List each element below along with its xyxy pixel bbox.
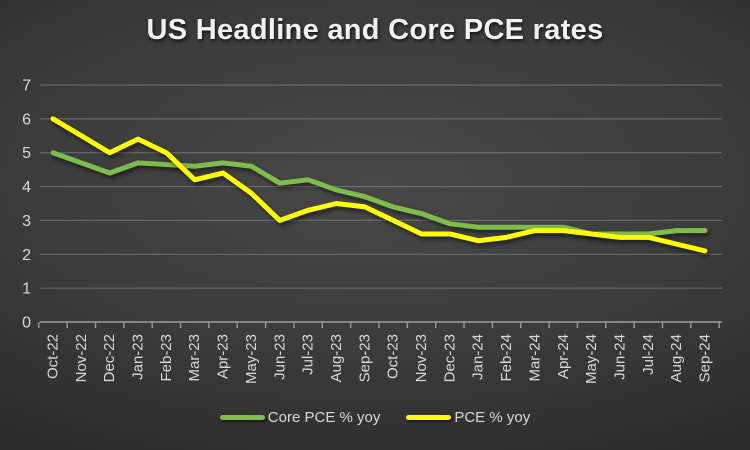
- x-tick-label: Nov-22: [73, 334, 90, 382]
- x-tick-label: Aug-23: [328, 334, 345, 382]
- core-pce-yoy-line: [50, 150, 708, 237]
- x-tick-label: Dec-22: [101, 334, 118, 382]
- x-tick-label: Mar-24: [526, 334, 543, 382]
- x-axis-ticks: [38, 322, 720, 328]
- x-tick-label: Aug-24: [668, 334, 685, 382]
- x-tick-label: Jun-24: [611, 334, 628, 380]
- x-axis-labels: Oct-22 Nov-22 Dec-22 Jan-23 Feb-23 Mar-23 Apr-…: [45, 334, 714, 384]
- y-tick-label: 6: [22, 111, 31, 128]
- legend-item-pce: PCE % yoy: [406, 409, 530, 426]
- core-pce-line-swatch: [219, 415, 265, 420]
- y-tick-label: 4: [22, 179, 31, 196]
- x-tick-label: Jan-24: [470, 334, 487, 380]
- x-tick-label: Sep-24: [697, 334, 714, 382]
- y-tick-label: 7: [22, 78, 31, 95]
- y-tick-label: 3: [22, 213, 31, 230]
- x-tick-label: Nov-23: [413, 334, 430, 382]
- y-tick-label: 0: [22, 315, 31, 332]
- pce-line-swatch: [406, 415, 452, 420]
- chart-legend: Core PCE % yoy PCE % yoy: [0, 409, 750, 426]
- pce-yoy-line: [50, 116, 708, 254]
- legend-label-core-pce: Core PCE % yoy: [267, 409, 381, 426]
- x-tick-label: May-23: [243, 334, 260, 384]
- x-tick-label: Apr-23: [215, 334, 232, 379]
- y-tick-label: 5: [22, 145, 31, 162]
- legend-item-core-pce: Core PCE % yoy: [219, 409, 381, 426]
- y-tick-label: 1: [22, 281, 31, 298]
- chart-title: US Headline and Core PCE rates: [146, 14, 604, 46]
- y-axis-labels: 0 1 2 3 4 5 6 7: [22, 78, 31, 332]
- x-tick-label: Jul-23: [300, 334, 317, 375]
- x-tick-label: Feb-23: [158, 334, 175, 382]
- x-tick-label: May-24: [583, 334, 600, 384]
- x-tick-label: Feb-24: [498, 334, 515, 382]
- x-tick-label: Dec-23: [441, 334, 458, 382]
- x-tick-label: Jan-23: [130, 334, 147, 380]
- gridlines: [40, 84, 722, 323]
- x-tick-label: Jun-23: [271, 334, 288, 380]
- x-tick-label: Mar-23: [186, 334, 203, 382]
- x-tick-label: Apr-24: [555, 334, 572, 379]
- x-tick-label: Jul-24: [640, 334, 657, 375]
- x-tick-label: Oct-22: [45, 334, 62, 379]
- y-tick-label: 2: [22, 247, 31, 264]
- x-tick-label: Oct-23: [385, 334, 402, 379]
- legend-label-pce: PCE % yoy: [454, 409, 531, 426]
- x-tick-label: Sep-23: [356, 334, 373, 382]
